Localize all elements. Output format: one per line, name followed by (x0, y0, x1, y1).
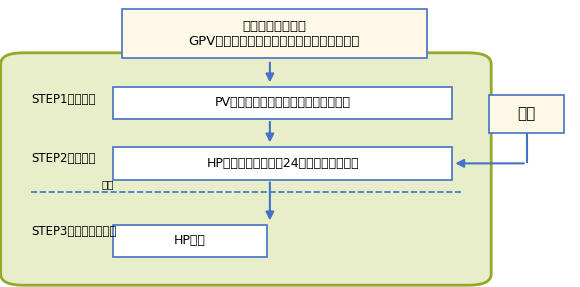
Text: STEP1（予測）: STEP1（予測） (31, 93, 96, 106)
Text: STEP2（計画）: STEP2（計画） (31, 152, 96, 165)
FancyBboxPatch shape (113, 87, 452, 119)
FancyBboxPatch shape (490, 95, 564, 133)
Text: 価格: 価格 (517, 106, 536, 122)
FancyBboxPatch shape (1, 53, 491, 285)
Text: HP運用: HP運用 (174, 234, 206, 247)
Text: 過去需要・発電量
GPVデータ（日射、気温予測値）、天気予報: 過去需要・発電量 GPVデータ（日射、気温予測値）、天気予報 (188, 20, 360, 48)
Text: PV発電量・給湯需要・その他需要予測: PV発電量・給湯需要・その他需要予測 (215, 96, 351, 109)
Text: 前日: 前日 (102, 179, 114, 189)
FancyBboxPatch shape (113, 225, 267, 257)
FancyBboxPatch shape (122, 9, 427, 59)
Text: HP運転計画の作成（24時間コスト最小）: HP運転計画の作成（24時間コスト最小） (206, 157, 359, 170)
Text: STEP3（運用・当日）: STEP3（運用・当日） (31, 225, 117, 238)
FancyBboxPatch shape (113, 147, 452, 180)
